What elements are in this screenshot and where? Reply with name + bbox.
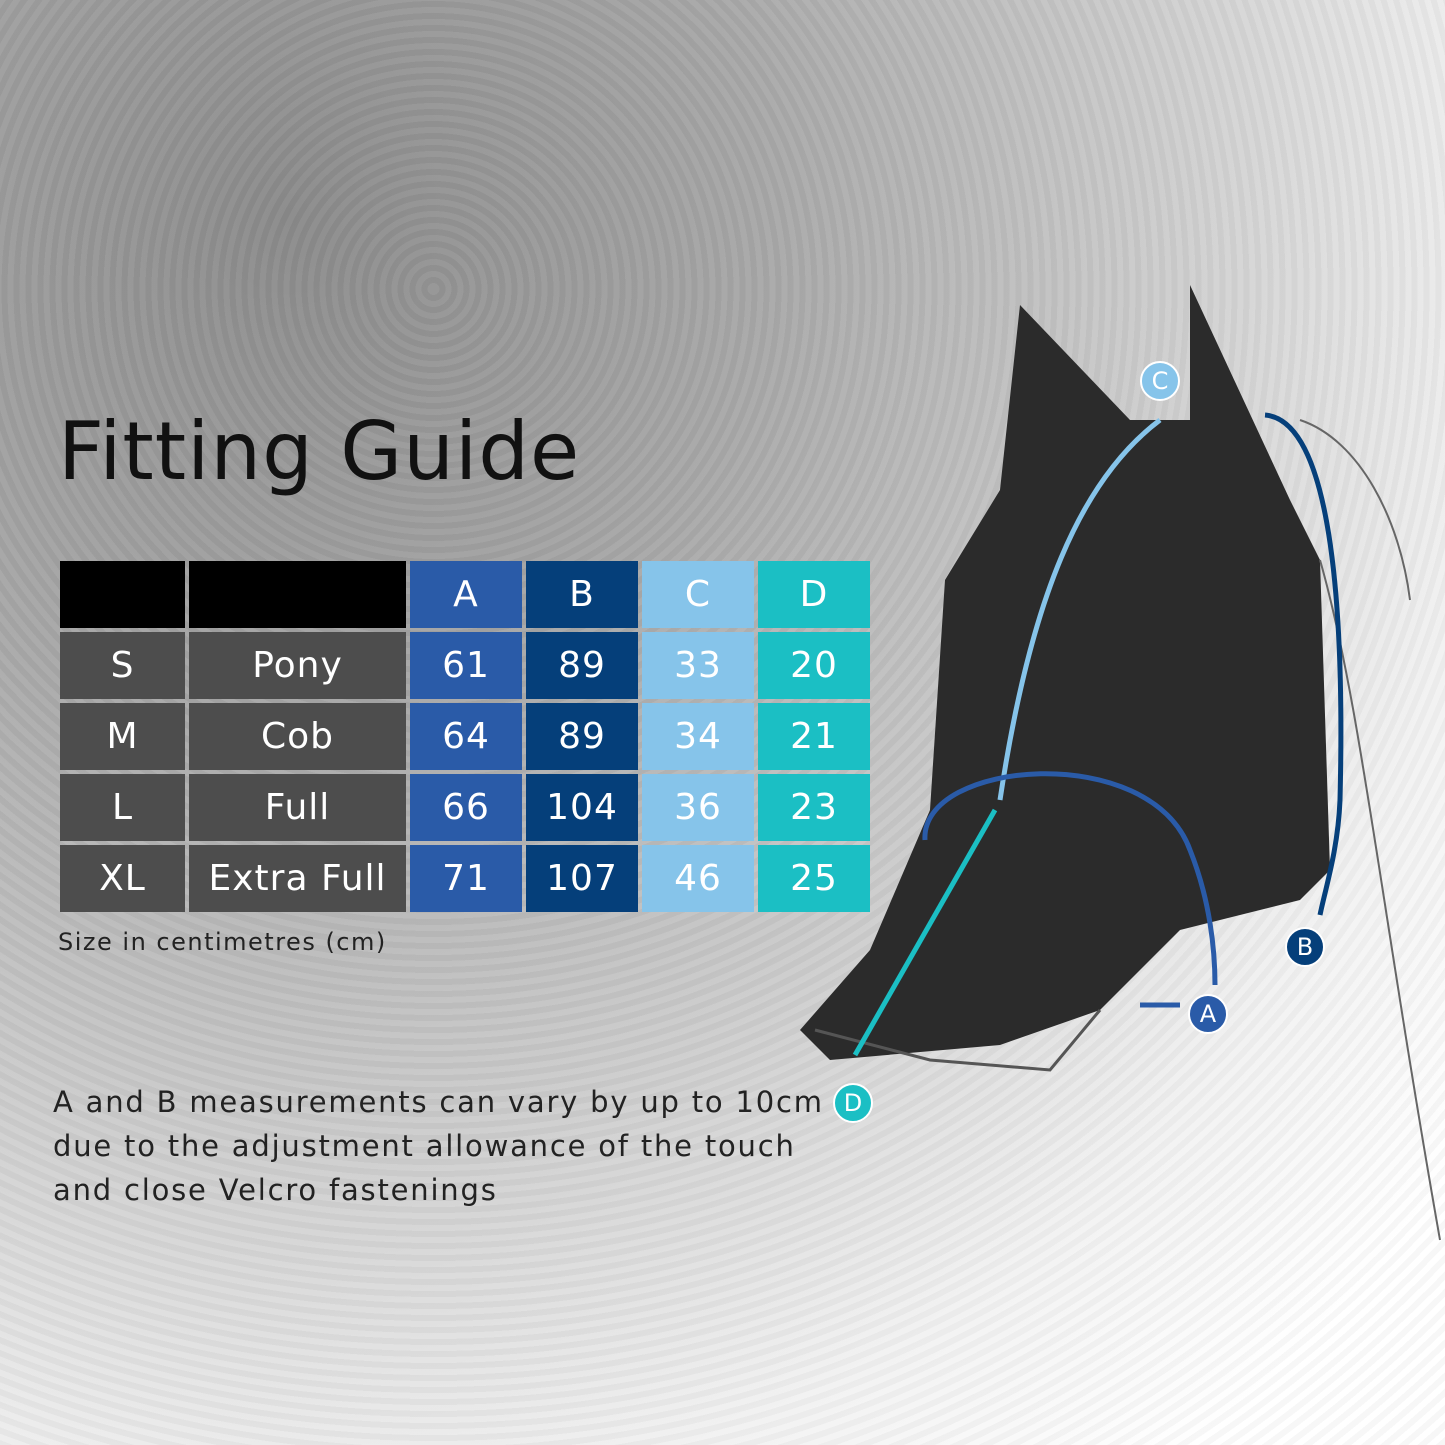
- size-cell: L: [60, 774, 185, 841]
- size-table: A B C D S Pony 61 89 33 20 M Cob 64 89 3…: [56, 557, 874, 916]
- measure-arrow-c: [997, 418, 1162, 801]
- unit-note: Size in centimetres (cm): [58, 928, 387, 956]
- type-cell: Extra Full: [189, 845, 406, 912]
- type-cell: Cob: [189, 703, 406, 770]
- header-cell: [189, 561, 406, 628]
- measure-arrow-a: [922, 771, 1218, 1008]
- label-a-badge: A: [1188, 994, 1228, 1034]
- value-cell: 20: [758, 632, 870, 699]
- header-cell-c: C: [642, 561, 754, 628]
- value-cell: 34: [642, 703, 754, 770]
- size-cell: XL: [60, 845, 185, 912]
- value-cell: 21: [758, 703, 870, 770]
- label-d-badge: D: [833, 1083, 873, 1123]
- horse-head-illustration: [800, 285, 1441, 1241]
- value-cell: 61: [410, 632, 522, 699]
- value-cell: 66: [410, 774, 522, 841]
- label-b-badge: B: [1285, 927, 1325, 967]
- measure-arrow-b: [1264, 412, 1344, 916]
- value-cell: 23: [758, 774, 870, 841]
- value-cell: 36: [642, 774, 754, 841]
- table-row: XL Extra Full 71 107 46 25: [60, 845, 870, 912]
- type-cell: Full: [189, 774, 406, 841]
- table-header-row: A B C D: [60, 561, 870, 628]
- measure-arrow-d: [852, 808, 998, 1057]
- label-c-badge: C: [1140, 361, 1180, 401]
- value-cell: 71: [410, 845, 522, 912]
- value-cell: 64: [410, 703, 522, 770]
- value-cell: 89: [526, 703, 638, 770]
- measurement-note: A and B measurements can vary by up to 1…: [53, 1085, 824, 1207]
- page-title: Fitting Guide: [58, 405, 581, 498]
- size-cell: M: [60, 703, 185, 770]
- header-cell: [60, 561, 185, 628]
- table-row: L Full 66 104 36 23: [60, 774, 870, 841]
- value-cell: 25: [758, 845, 870, 912]
- value-cell: 89: [526, 632, 638, 699]
- value-cell: 33: [642, 632, 754, 699]
- value-cell: 46: [642, 845, 754, 912]
- value-cell: 107: [526, 845, 638, 912]
- table-row: S Pony 61 89 33 20: [60, 632, 870, 699]
- header-cell-a: A: [410, 561, 522, 628]
- table-row: M Cob 64 89 34 21: [60, 703, 870, 770]
- size-cell: S: [60, 632, 185, 699]
- type-cell: Pony: [189, 632, 406, 699]
- header-cell-d: D: [758, 561, 870, 628]
- header-cell-b: B: [526, 561, 638, 628]
- value-cell: 104: [526, 774, 638, 841]
